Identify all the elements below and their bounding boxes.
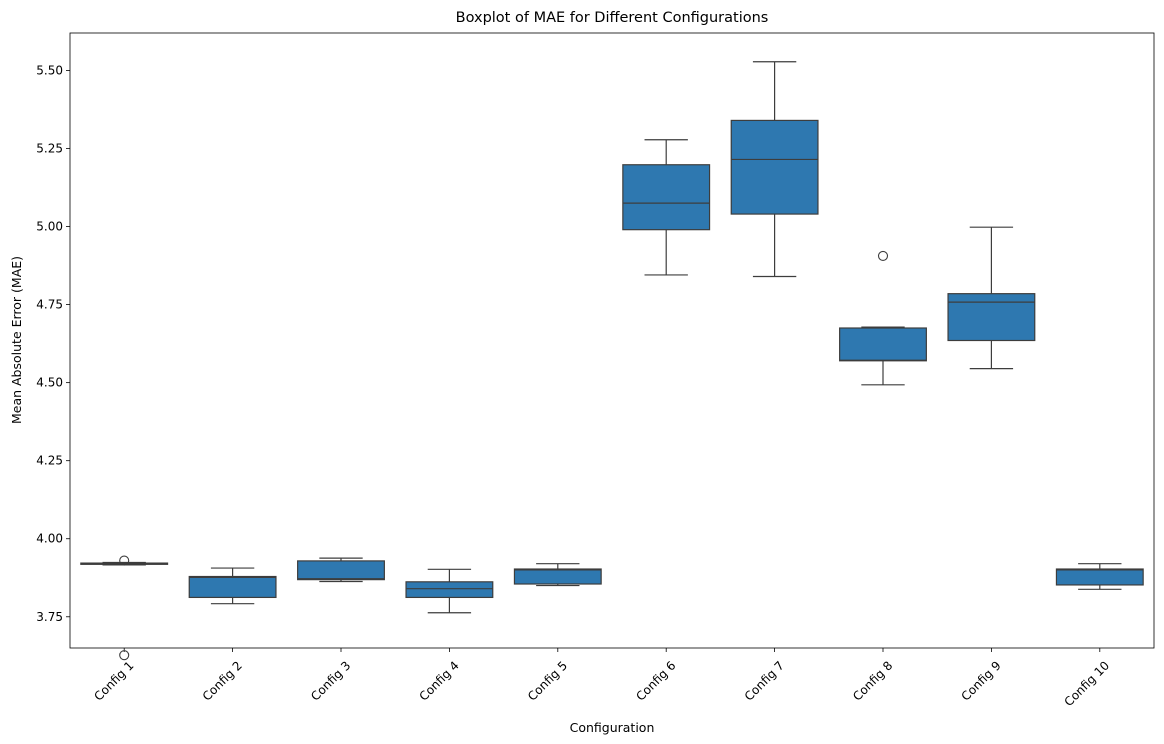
outlier-point: [877, 250, 889, 261]
y-tick-label: 4.00: [36, 532, 63, 546]
iqr-box: [297, 560, 385, 581]
iqr-box: [622, 164, 711, 231]
boxes-layer: [80, 61, 1144, 661]
box-3: [297, 557, 385, 583]
x-tick-label: Config 2: [200, 658, 245, 703]
box-9: [947, 226, 1036, 370]
x-tick-label: Config 5: [525, 658, 570, 703]
iqr-box: [188, 575, 277, 599]
y-tick-label: 5.00: [36, 220, 63, 234]
x-tick-label: Config 3: [308, 658, 353, 703]
box-4: [405, 568, 494, 614]
y-tick-label: 5.50: [36, 63, 63, 77]
y-tick-label: 4.25: [36, 454, 63, 468]
box-7: [730, 61, 819, 278]
iqr-box: [513, 568, 602, 585]
x-axis: Config 1 Config 2 Config 3 Config 4 Config 5…: [91, 648, 1112, 709]
x-axis-label: Configuration: [570, 720, 655, 735]
y-tick-label: 3.75: [36, 610, 63, 624]
x-tick-label: Config 1: [91, 658, 136, 703]
iqr-box: [730, 119, 819, 215]
x-tick-label: Config 4: [417, 658, 462, 703]
y-axis: 3.75 4.00 4.25 4.50 4.75 5.00 5.25 5.50: [36, 63, 70, 624]
iqr-box: [1055, 568, 1144, 586]
x-tick-label: Config 10: [1062, 658, 1113, 709]
box-1: [80, 555, 169, 661]
iqr-box: [947, 293, 1036, 342]
box-2: [188, 567, 277, 605]
outlier-point: [119, 555, 130, 566]
y-axis-label: Mean Absolute Error (MAE): [9, 256, 24, 424]
y-tick-label: 5.25: [36, 142, 63, 156]
y-tick-label: 4.50: [36, 376, 63, 390]
x-tick-label: Config 9: [959, 658, 1004, 703]
plot-frame: [69, 32, 1155, 649]
box-10: [1055, 563, 1144, 590]
iqr-box: [839, 327, 927, 362]
x-tick-label: Config 7: [742, 658, 787, 703]
outlier-point: [119, 650, 130, 661]
y-tick-label: 4.75: [36, 298, 63, 312]
x-tick-label: Config 6: [633, 658, 678, 703]
iqr-box: [405, 581, 494, 599]
box-8: [839, 250, 927, 386]
x-tick-label: Config 8: [850, 658, 895, 703]
box-5: [513, 563, 602, 587]
box-6: [622, 139, 711, 276]
chart-title: Boxplot of MAE for Different Configurati…: [456, 10, 769, 26]
